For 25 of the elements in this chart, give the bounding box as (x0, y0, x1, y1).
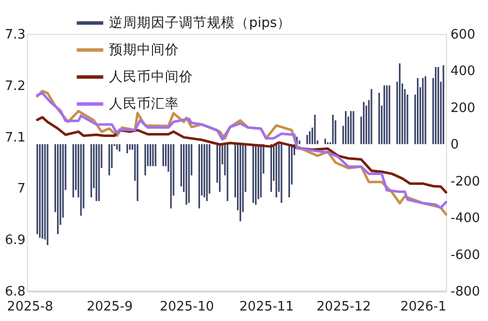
y-tick-label: 7.3 (4, 28, 26, 42)
x-tick-label: 2025-10 (160, 300, 214, 314)
y2-tick-label: 0 (450, 138, 459, 153)
y-tick-label: 7 (17, 182, 26, 197)
y2-tick-label: -200 (450, 174, 480, 190)
y2-tick-label: 200 (450, 100, 476, 116)
legend-label: 预期中间价 (109, 42, 179, 58)
y2-tick-label: -600 (450, 248, 480, 263)
y2-tick-label: -800 (450, 284, 480, 300)
y-tick-label: 6.9 (4, 233, 26, 248)
x-tick-label: 2025-11 (239, 300, 294, 314)
y2-tick-label: 400 (450, 64, 476, 80)
x-tick-label: 2025-9 (86, 300, 133, 314)
y2-tick-label: -400 (450, 211, 480, 226)
legend-label: 逆周期因子调节规模（pips） (109, 15, 291, 31)
y2-tick-label: 600 (450, 28, 476, 42)
x-tick-label: 2026-1 (400, 300, 446, 314)
x-tick-label: 2025-8 (7, 300, 54, 314)
y-tick-label: 7.2 (4, 78, 26, 94)
line-series (36, 116, 448, 194)
y-tick-label: 6.8 (4, 284, 26, 300)
x-tick-label: 2025-12 (316, 300, 371, 314)
legend-label: 人民币中间价 (109, 69, 193, 85)
y-tick-label: 7.1 (4, 130, 26, 146)
legend-label: 人民币汇率 (109, 96, 179, 112)
